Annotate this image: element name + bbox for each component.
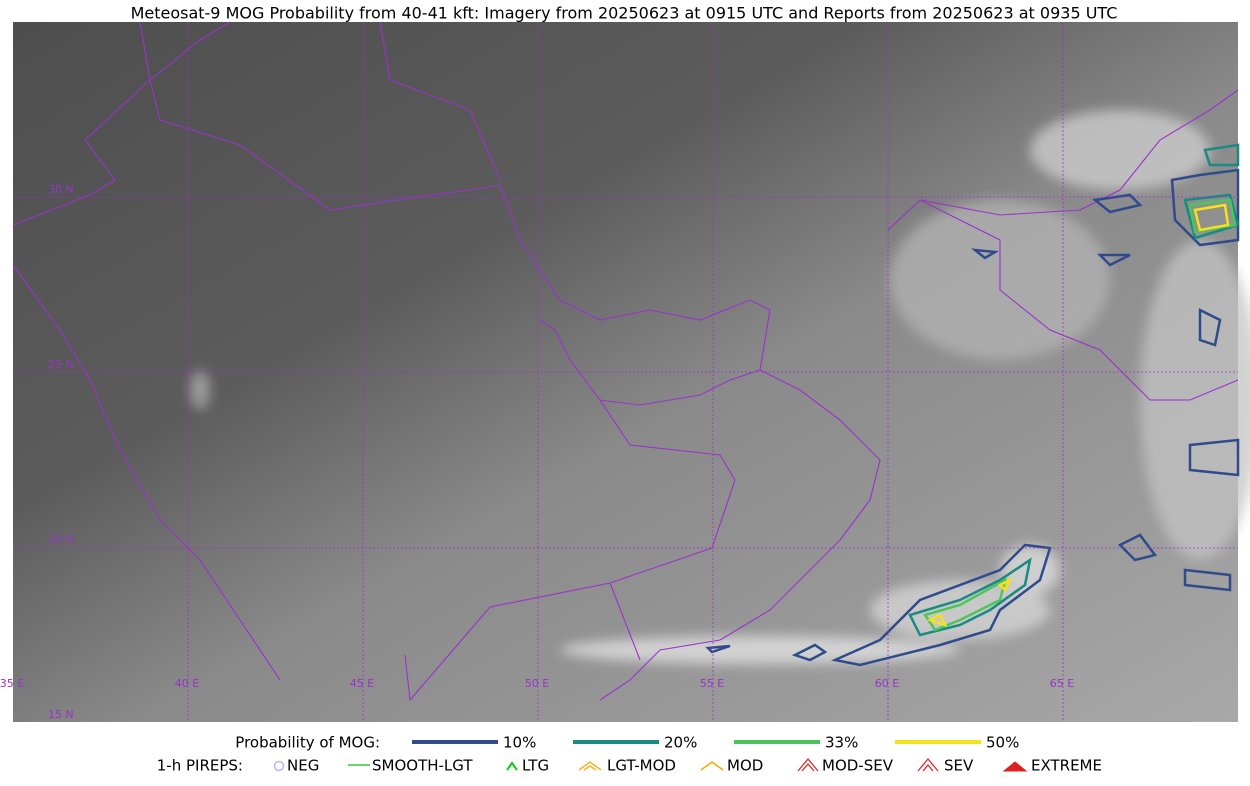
pirep-icon [273, 760, 285, 772]
lat-label: 20 N [48, 533, 74, 546]
legend-item: LGT-MOD [607, 757, 676, 775]
map: 30 N 25 N 20 N 15 N 35 E 40 E 45 E 50 E 55 E 60 E… [0, 21, 1250, 722]
lon-label: 45 E [350, 677, 374, 690]
lon-label: 60 E [875, 677, 899, 690]
legend-item: SMOOTH-LGT [372, 757, 473, 775]
pirep-icon [700, 761, 724, 771]
pirep-icon [578, 761, 602, 771]
pirep-icon [1002, 761, 1028, 772]
lon-label: 50 E [525, 677, 549, 690]
legend-label: 1-h PIREPS: [157, 757, 243, 775]
legend-item: SEV [944, 757, 974, 775]
lon-label: 40 E [175, 677, 199, 690]
lat-label: 25 N [48, 358, 74, 371]
legend-item: 33% [825, 734, 858, 752]
legend-item: MOD-SEV [822, 757, 894, 775]
legend-item: MOD [727, 757, 763, 775]
legend-label: Probability of MOG: [235, 734, 380, 752]
legend-item: 20% [664, 734, 697, 752]
legend: Probability of MOG: 10% 20% 33% 50% 1-h PIREP… [157, 734, 1102, 775]
legend-item: LTG [522, 757, 549, 775]
lon-label: 55 E [700, 677, 724, 690]
pirep-icon [506, 761, 518, 771]
legend-item: EXTREME [1031, 757, 1102, 775]
lon-label: 65 E [1050, 677, 1074, 690]
lon-label: 35 E [0, 677, 24, 690]
lat-label: 30 N [48, 183, 74, 196]
graticule [13, 22, 1238, 722]
lat-label: 15 N [48, 708, 74, 721]
pirep-icon [797, 757, 819, 772]
legend-item: 10% [503, 734, 536, 752]
pirep-icon [917, 757, 939, 772]
legend-item: NEG [287, 757, 319, 775]
legend-item: 50% [986, 734, 1019, 752]
title: Meteosat-9 MOG Probability from 40-41 kf… [131, 4, 1118, 23]
